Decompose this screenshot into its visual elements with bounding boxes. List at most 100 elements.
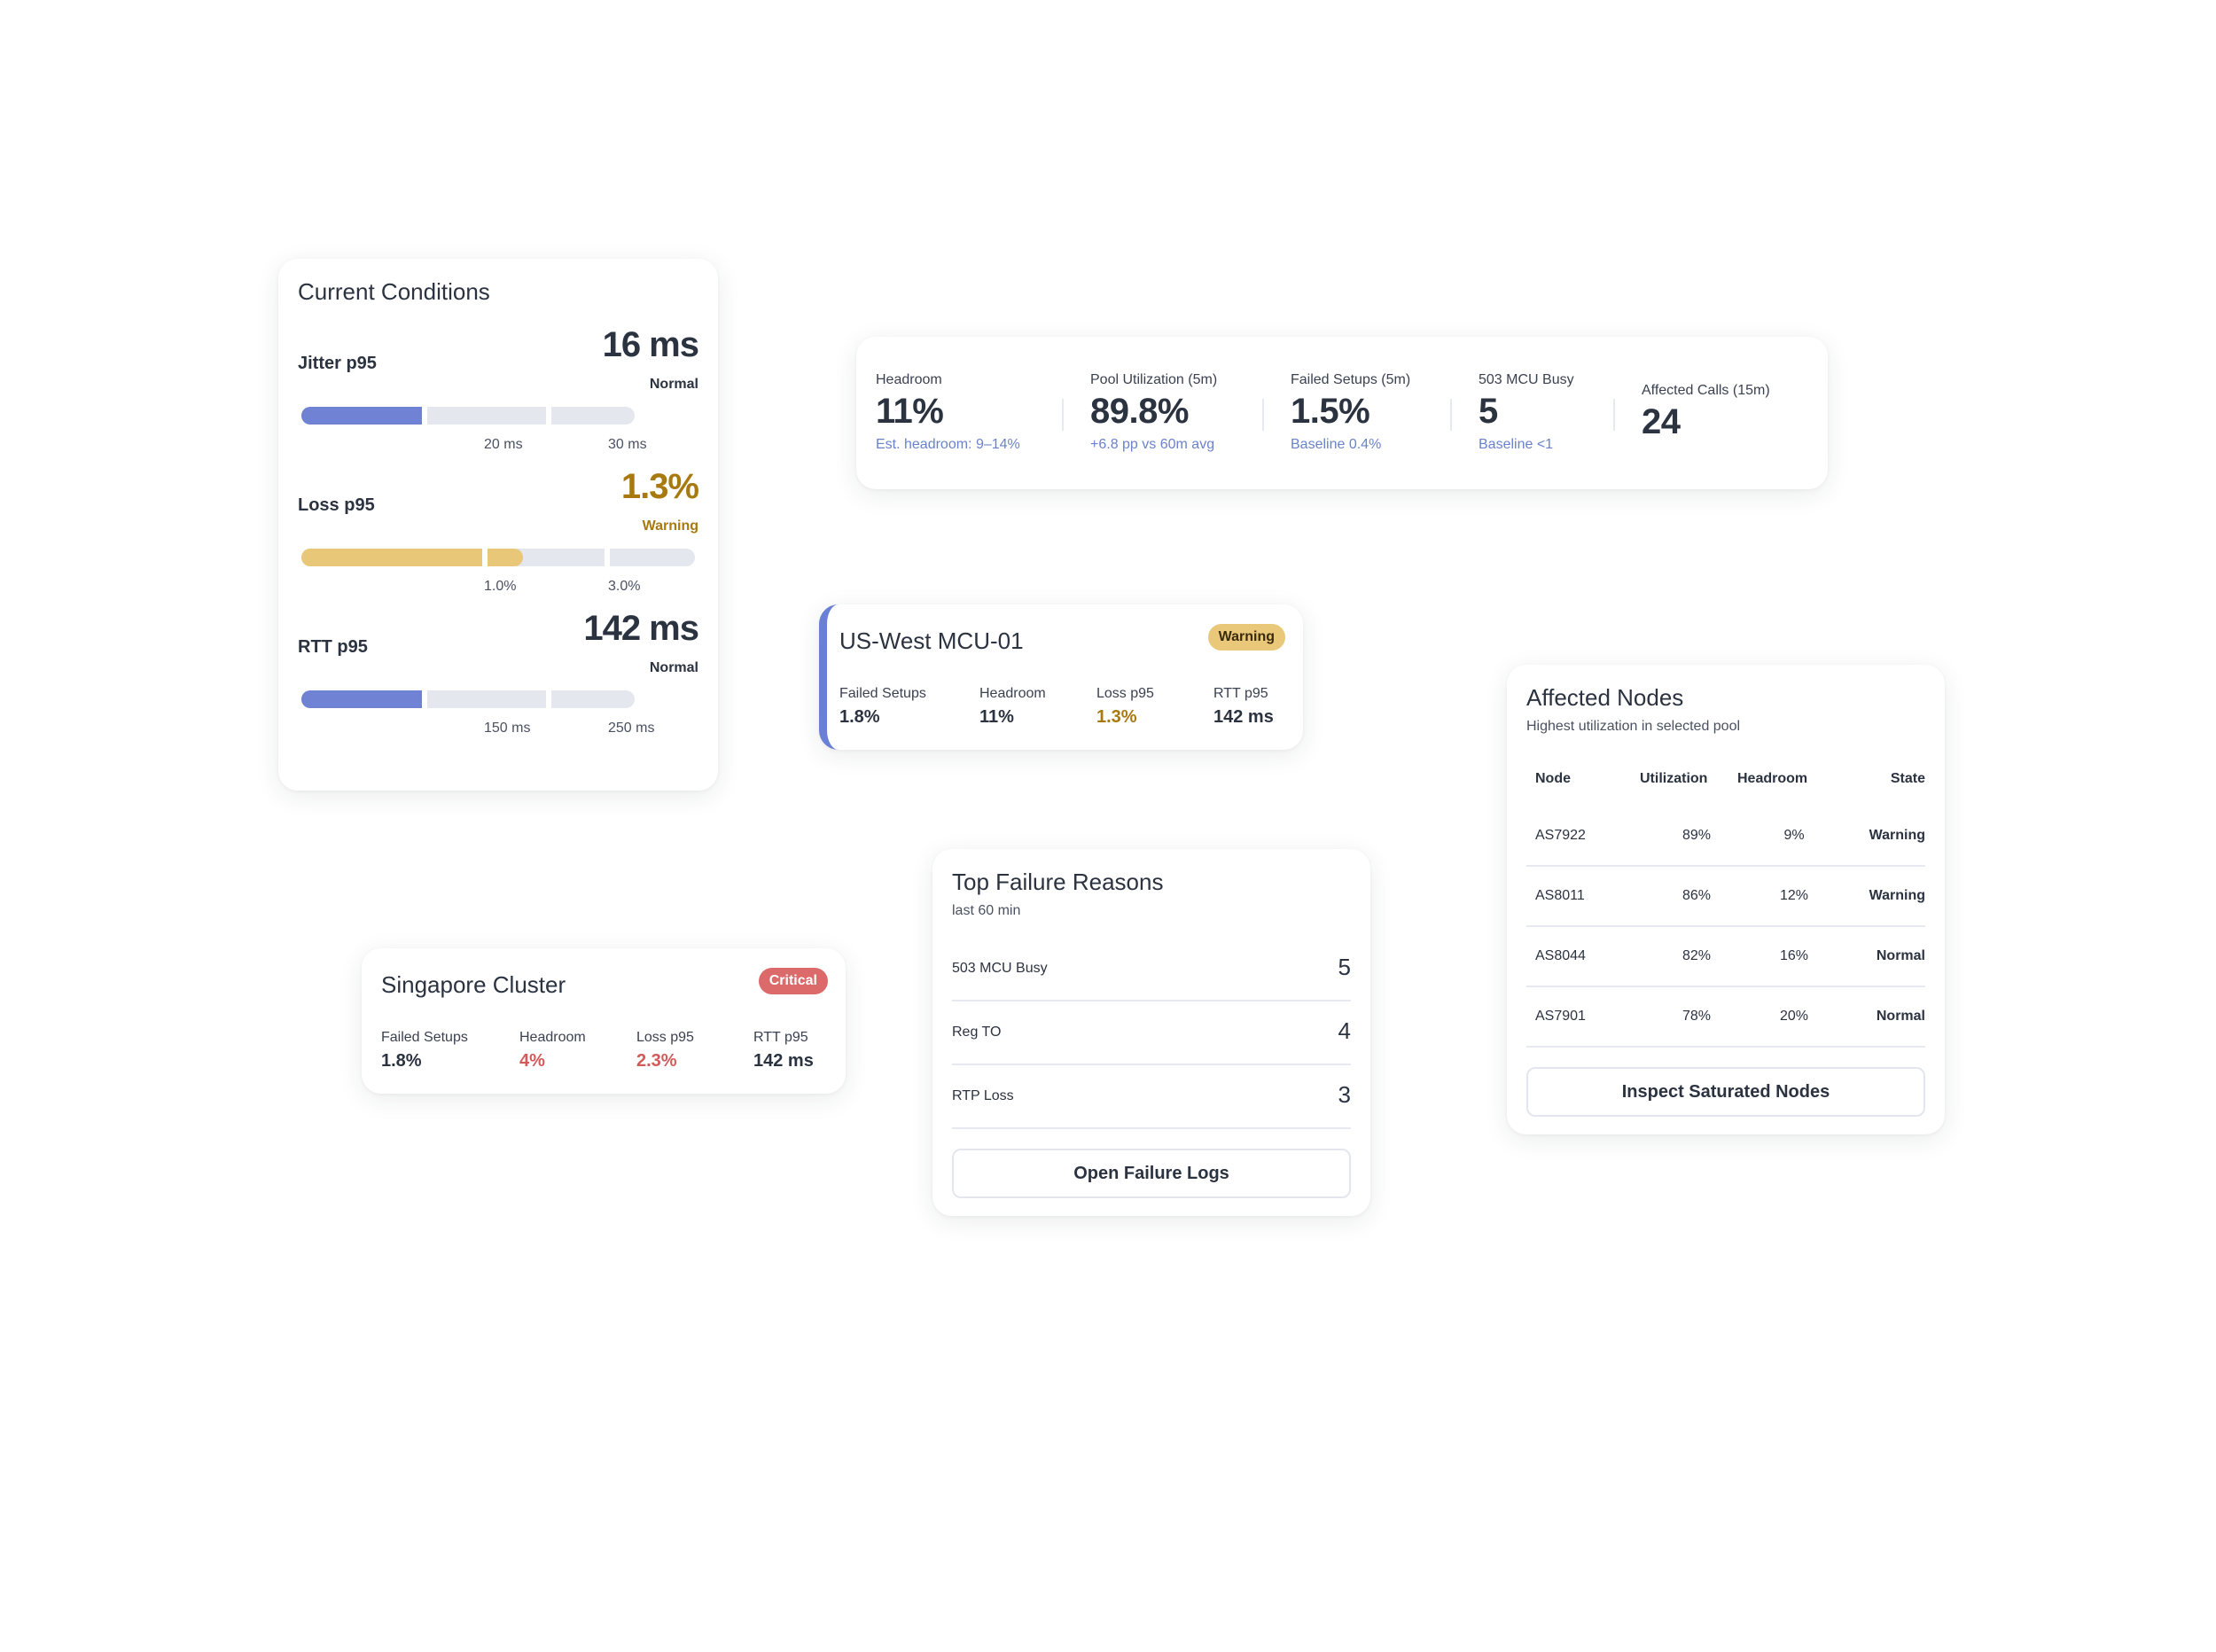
column-header-state[interactable]: State bbox=[1890, 771, 1925, 786]
kpi-value: 11% bbox=[876, 392, 944, 431]
node-state: Normal bbox=[1876, 1009, 1925, 1024]
site-stat-value: 1.8% bbox=[381, 1051, 422, 1071]
node-state: Warning bbox=[1869, 828, 1925, 843]
site-stat-value: 1.3% bbox=[1096, 707, 1137, 727]
site-stat-value: 142 ms bbox=[753, 1051, 814, 1071]
threshold-tick-warning: 150 ms bbox=[484, 721, 531, 736]
kpi-divider bbox=[1262, 399, 1264, 431]
kpi-value: 24 bbox=[1642, 402, 1681, 441]
metric-label: RTT p95 bbox=[298, 637, 368, 657]
site-stat-failed-setups: Failed Setups 1.8% bbox=[381, 1030, 468, 1071]
kpi-note: Baseline 0.4% bbox=[1291, 437, 1382, 452]
kpi-note: Est. headroom: 9–14% bbox=[876, 437, 1020, 452]
failure-row[interactable]: Reg TO 4 bbox=[952, 1001, 1351, 1065]
site-stat-value: 2.3% bbox=[636, 1051, 677, 1071]
kpi-label: Affected Calls (15m) bbox=[1642, 383, 1770, 398]
threshold-segment-warning bbox=[427, 690, 546, 708]
status-badge: Warning bbox=[1207, 624, 1285, 651]
kpi-divider bbox=[1613, 399, 1615, 431]
node-utilization: 86% bbox=[1682, 888, 1712, 903]
metric-value: 1.3% bbox=[620, 467, 699, 506]
site-stat-label: Loss p95 bbox=[1096, 686, 1154, 701]
metric-loss: Loss p95 1.3% Warning 1.0% 3.0% bbox=[298, 456, 699, 598]
kpi-label: Failed Setups (5m) bbox=[1291, 372, 1411, 387]
metric-state: Normal bbox=[649, 377, 698, 392]
column-header-utilization[interactable]: Utilization bbox=[1640, 771, 1708, 786]
kpi-label: Headroom bbox=[876, 372, 942, 387]
top-failures-card: Top Failure Reasons last 60 min 503 MCU … bbox=[932, 849, 1370, 1216]
threshold-fill bbox=[301, 407, 422, 425]
top-failures-subtitle: last 60 min bbox=[952, 903, 1021, 918]
node-id: AS7901 bbox=[1535, 1009, 1586, 1024]
node-state: Normal bbox=[1876, 948, 1925, 963]
threshold-segment-warning bbox=[488, 549, 605, 566]
site-stat-label: Failed Setups bbox=[839, 686, 926, 701]
failure-reason: RTP Loss bbox=[952, 1088, 1014, 1103]
threshold-fill bbox=[301, 690, 422, 708]
column-header-node[interactable]: Node bbox=[1535, 771, 1571, 786]
metric-rtt: RTT p95 142 ms Normal 150 ms 250 ms bbox=[298, 598, 699, 740]
affected-nodes-card: Affected Nodes Highest utilization in se… bbox=[1507, 665, 1945, 1134]
site-stat-headroom: Headroom 4% bbox=[519, 1030, 586, 1071]
affected-nodes-subtitle: Highest utilization in selected pool bbox=[1526, 719, 1741, 734]
kpi-failed-setups: Failed Setups (5m) 1.5% Baseline 0.4% bbox=[1291, 372, 1410, 453]
threshold-tick-critical: 3.0% bbox=[608, 579, 641, 594]
site-name: Singapore Cluster bbox=[381, 971, 566, 998]
inspect-saturated-nodes-button[interactable]: Inspect Saturated Nodes bbox=[1526, 1067, 1925, 1117]
failure-count: 5 bbox=[1338, 954, 1351, 980]
kpi-value: 5 bbox=[1479, 392, 1498, 431]
site-stat-label: Headroom bbox=[519, 1030, 586, 1045]
threshold-segment-normal bbox=[301, 407, 422, 425]
table-row[interactable]: AS7922 89% 9% Warning bbox=[1526, 807, 1925, 867]
table-row[interactable]: AS8044 82% 16% Normal bbox=[1526, 927, 1925, 987]
status-badge: Critical bbox=[758, 968, 828, 994]
metric-value: 142 ms bbox=[583, 609, 699, 648]
failure-row[interactable]: 503 MCU Busy 5 bbox=[952, 938, 1351, 1001]
node-headroom: 16% bbox=[1779, 948, 1809, 963]
threshold-segment-warning bbox=[427, 407, 546, 425]
failure-count: 4 bbox=[1338, 1017, 1351, 1044]
metric-state: Normal bbox=[649, 660, 698, 675]
site-stat-headroom: Headroom 11% bbox=[979, 686, 1046, 728]
threshold-bar bbox=[301, 690, 695, 708]
kpi-divider bbox=[1062, 399, 1064, 431]
node-headroom: 20% bbox=[1779, 1009, 1809, 1024]
failure-row[interactable]: RTP Loss 3 bbox=[952, 1065, 1351, 1129]
site-name: US-West MCU-01 bbox=[839, 627, 1024, 654]
threshold-segment-critical bbox=[551, 690, 635, 708]
site-stat-value: 11% bbox=[979, 707, 1014, 727]
kpi-affected-calls: Affected Calls (15m) 24 bbox=[1642, 383, 1770, 442]
node-utilization: 82% bbox=[1682, 948, 1712, 963]
kpi-note: Baseline <1 bbox=[1479, 437, 1554, 452]
table-row[interactable]: AS7901 78% 20% Normal bbox=[1526, 987, 1925, 1048]
node-headroom: 12% bbox=[1779, 888, 1809, 903]
column-header-headroom[interactable]: Headroom bbox=[1737, 771, 1808, 786]
site-card-singapore[interactable]: Singapore Cluster Critical Failed Setups… bbox=[362, 948, 846, 1094]
threshold-tick-critical: 30 ms bbox=[608, 437, 647, 452]
site-stat-rtt: RTT p95 142 ms bbox=[753, 1030, 814, 1071]
node-id: AS8011 bbox=[1535, 888, 1585, 903]
metric-state: Warning bbox=[642, 518, 698, 534]
kpi-note: +6.8 pp vs 60m avg bbox=[1090, 437, 1215, 452]
threshold-segment-normal bbox=[301, 549, 482, 566]
metric-label: Jitter p95 bbox=[298, 354, 377, 373]
threshold-tick-warning: 1.0% bbox=[484, 579, 517, 594]
top-failures-title: Top Failure Reasons bbox=[952, 869, 1164, 895]
site-stat-label: RTT p95 bbox=[753, 1030, 808, 1045]
site-stat-value: 4% bbox=[519, 1051, 545, 1071]
open-failure-logs-button[interactable]: Open Failure Logs bbox=[952, 1149, 1351, 1198]
kpi-pool-utilization: Pool Utilization (5m) 89.8% +6.8 pp vs 6… bbox=[1090, 372, 1217, 453]
site-stat-failed-setups: Failed Setups 1.8% bbox=[839, 686, 926, 728]
metric-value: 16 ms bbox=[602, 325, 699, 364]
site-stat-label: Failed Setups bbox=[381, 1030, 468, 1045]
node-id: AS8044 bbox=[1535, 948, 1586, 963]
threshold-fill bbox=[301, 549, 482, 566]
current-conditions-card: Current Conditions Jitter p95 16 ms Norm… bbox=[278, 259, 718, 791]
site-stat-rtt: RTT p95 142 ms bbox=[1213, 686, 1274, 728]
site-card-us-west[interactable]: US-West MCU-01 Warning Failed Setups 1.8… bbox=[819, 604, 1303, 750]
table-row[interactable]: AS8011 86% 12% Warning bbox=[1526, 867, 1925, 927]
site-stat-label: Loss p95 bbox=[636, 1030, 694, 1045]
site-stat-label: Headroom bbox=[979, 686, 1046, 701]
node-id: AS7922 bbox=[1535, 828, 1586, 843]
metric-jitter: Jitter p95 16 ms Normal 20 ms 30 ms bbox=[298, 315, 699, 456]
